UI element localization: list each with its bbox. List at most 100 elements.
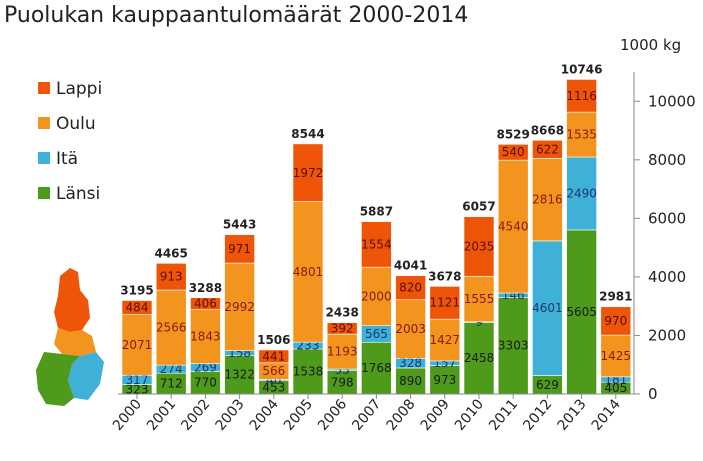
bar-segment-lappi [429,286,461,320]
y-tick-label: 6000 [648,209,686,227]
bar-total-label: 1506 [257,333,290,347]
x-tick-label: 2003 [212,396,247,434]
x-tick-label: 2014 [589,396,624,434]
bar-segment-itä [532,240,563,376]
bar-segment-value-label: 798 [331,375,354,389]
bar-segment-value-label: 441 [262,349,285,363]
bar-total-label: 8668 [531,123,564,137]
legend-swatch-länsi [38,187,50,199]
x-tick-label: 2011 [486,396,521,434]
legend-swatch-lappi [38,82,50,94]
bar-total-label: 8544 [291,127,324,141]
bar-segment-lappi [463,216,495,277]
x-tick-label: 2013 [554,396,589,434]
bar-segment-value-label: 2992 [224,300,255,314]
bar-segment-lappi [121,300,153,315]
x-tick-label: 2002 [178,396,213,434]
bar-segment-value-label: 328 [399,356,422,370]
bar-segment-value-label: 973 [433,373,456,387]
legend-swatch-itä [38,152,50,164]
bar-total-label: 6057 [462,200,495,214]
bar-segment-value-label: 453 [262,380,285,394]
bar-segment-lappi [292,143,324,202]
bar-segment-länsi [224,355,255,395]
bar-total-label: 4041 [394,259,427,273]
legend-label-länsi: Länsi [56,184,100,204]
bar-segment-value-label: 484 [126,301,149,315]
bar-segment-value-label: 4801 [293,265,324,279]
bar-segment-lappi [600,306,632,336]
bar-segment-value-label: 1768 [361,361,392,375]
legend: Lappi Oulu Itä Länsi [38,79,102,204]
bar-segment-value-label: 1425 [601,349,632,363]
bar-segment-value-label: 971 [228,242,251,256]
bar-segment-value-label: 2035 [464,239,495,253]
legend-label-oulu: Oulu [56,114,96,134]
x-tick-label: 2004 [247,396,282,434]
bar-segment-value-label: 770 [194,376,217,390]
bar-segment-value-label: 1972 [293,166,324,180]
bar-segment-lappi [395,275,426,301]
bar-total-label: 5887 [360,205,393,219]
bar-segment-value-label: 323 [126,382,149,396]
bar-total-label: 3678 [428,269,461,283]
bar-segment-value-label: 2071 [122,338,153,352]
bar-segment-value-label: 566 [262,364,285,378]
x-tick-label: 2006 [315,396,350,434]
bar-segment-value-label: 540 [502,145,525,159]
bar-segment-oulu [566,111,597,158]
bar-segment-value-label: 317 [126,373,149,387]
y-axis-unit-label: 1000 kg [620,36,681,54]
bar-segment-länsi [566,229,597,395]
y-tick-label: 2000 [648,326,686,344]
bar-segment-value-label: 1116 [566,89,597,103]
bar-segment-oulu [463,275,495,323]
bar-segment-value-label: 1193 [327,345,358,359]
bar-segment-value-label: 4601 [532,301,563,315]
bar-segment-value-label: 2566 [156,321,187,335]
bar-segment-oulu [224,262,255,351]
bar-segment-lappi [361,221,392,268]
bar-segment-lappi [326,322,358,335]
x-tick-label: 2001 [144,396,179,434]
map-region-lappi [54,268,90,332]
bar-segment-oulu [121,314,153,376]
x-tick-label: 2007 [349,396,384,434]
y-tick-label: 4000 [648,268,686,286]
bar-segment-value-label: 2490 [566,186,597,200]
bar-total-label: 2981 [599,290,632,304]
bar-segment-value-label: 1555 [464,292,495,306]
y-tick-label: 0 [648,385,658,403]
chart-title: Puolukan kauppaantulomäärät 2000-2014 [4,3,468,28]
bar-segment-lappi [532,139,563,159]
map-region-lansi [36,352,80,406]
bar-segment-value-label: 405 [604,381,627,395]
bar-segment-value-label: 913 [160,270,183,284]
bar-segment-value-label: 4540 [498,220,529,234]
bar-total-label: 5443 [223,218,256,232]
bar-segment-value-label: 629 [536,378,559,392]
bar-segment-lappi [566,79,597,113]
bar-segment-oulu [155,289,187,366]
bar-segment-value-label: 1121 [430,296,461,310]
bar-segment-value-label: 392 [331,321,354,335]
bar-segment-value-label: 970 [604,314,627,328]
x-tick-label: 2008 [383,396,418,434]
y-tick-label: 10000 [648,92,696,110]
x-axis-ticks: 2000 2001 2002 2003 2004 2005 2006 2007 2008 2009… [110,394,624,434]
map-region-ita [68,352,104,400]
bar-segment-value-label: 565 [365,327,388,341]
bar-segment-lappi [258,349,290,364]
bar-segment-value-label: 5605 [566,305,597,319]
bar-segment-value-label: 274 [160,362,183,376]
bar-segment-value-label: 1427 [430,333,461,347]
bar-segment-länsi [497,297,529,395]
bar-segment-oulu [429,318,461,362]
bar-segment-lappi [155,262,187,291]
bar-segment-länsi [361,341,392,395]
bar-segment-value-label: 1535 [566,128,597,142]
bar-total-label: 3288 [189,281,222,295]
bar-segment-value-label: 406 [194,297,217,311]
bar-segment-value-label: 1843 [190,330,221,344]
